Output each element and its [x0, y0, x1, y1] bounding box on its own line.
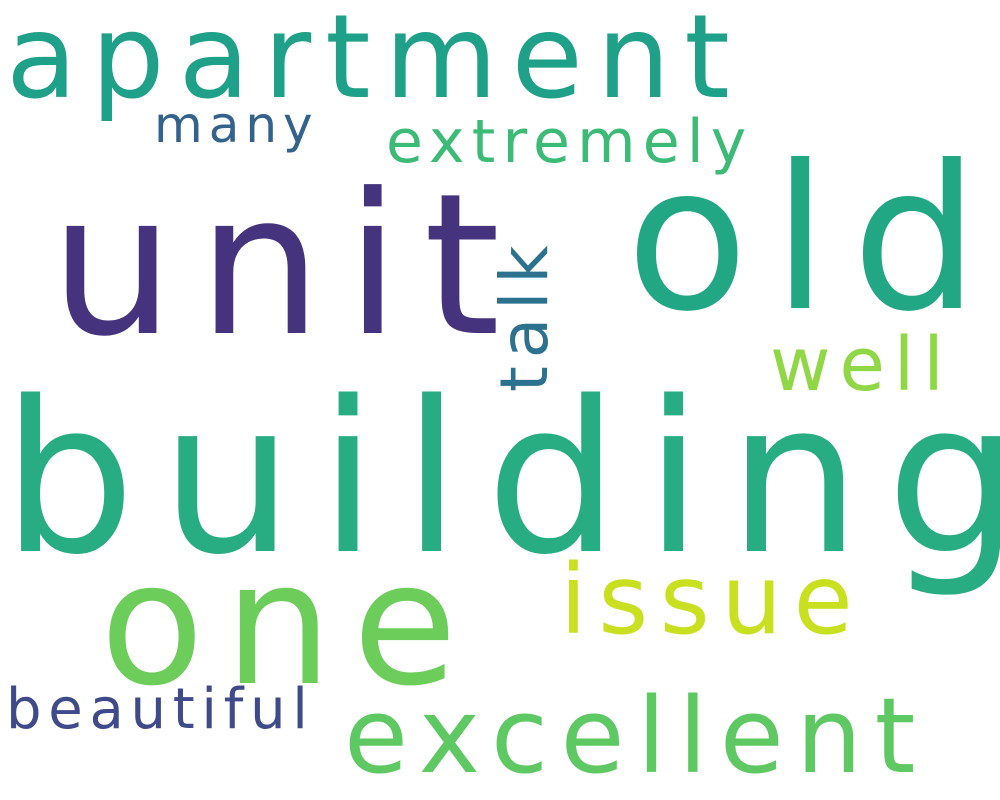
word-beautiful: beautiful	[6, 677, 315, 742]
word-talk: talk	[486, 237, 563, 392]
word-well: well	[770, 322, 953, 408]
word-many: many	[154, 96, 319, 154]
word-old: old	[626, 123, 1000, 356]
word-issue: issue	[560, 544, 865, 656]
word-building: building	[2, 356, 1000, 601]
word-one: one	[100, 526, 478, 724]
word-unit: unit	[50, 152, 524, 380]
word-excellent: excellent	[344, 675, 928, 797]
word-apartment: apartment	[6, 0, 744, 125]
word-extremely: extremely	[386, 107, 754, 177]
